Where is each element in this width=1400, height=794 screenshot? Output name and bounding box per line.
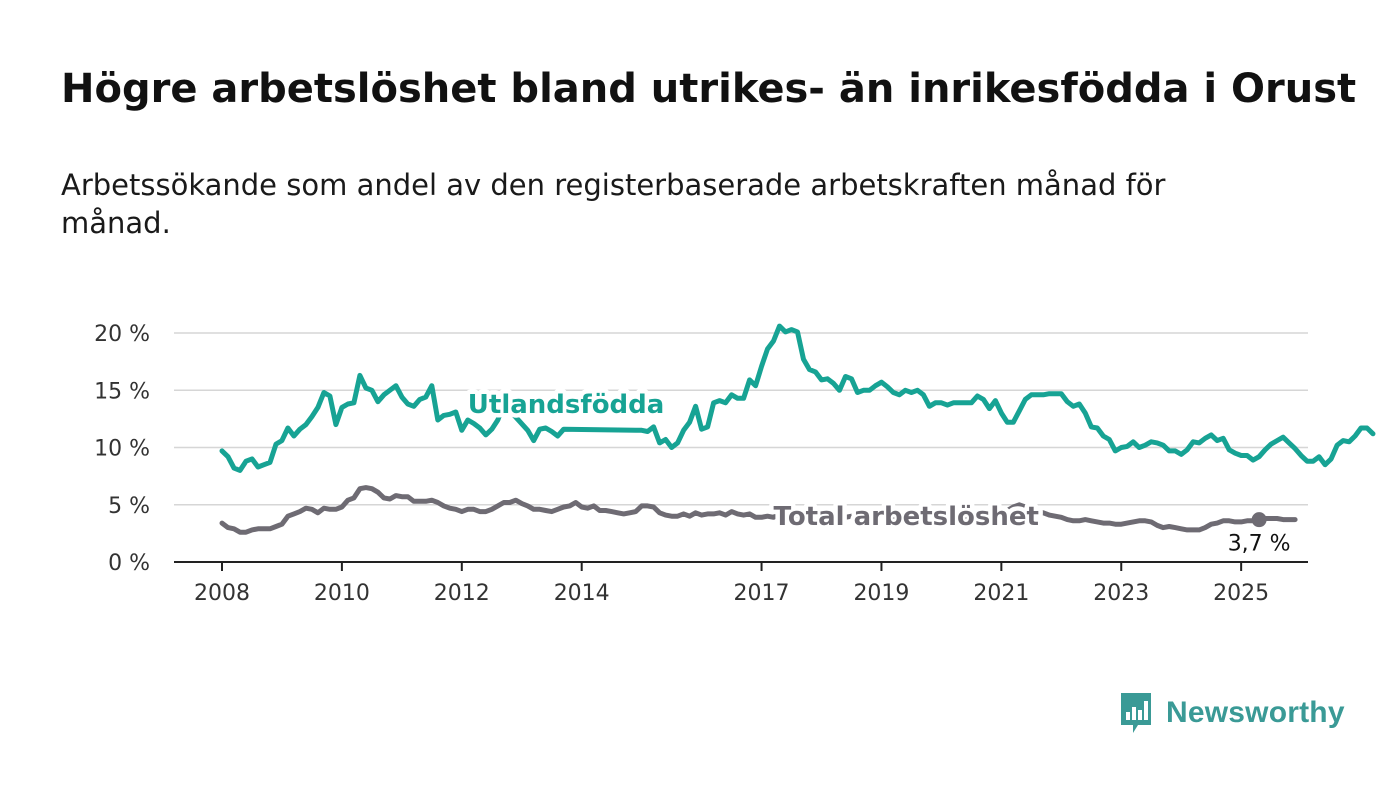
y-tick-label: 20 % <box>94 322 150 347</box>
x-tick-label: 2023 <box>1093 581 1149 606</box>
series-label: Total arbetslöshet <box>774 502 1039 532</box>
x-tick-label: 2021 <box>973 581 1029 606</box>
y-tick-label: 0 % <box>108 551 150 576</box>
brand: Newsworthy <box>1118 690 1345 736</box>
series-line-total-arbetsl-shet <box>219 485 1298 535</box>
series-label: Utlandsfödda <box>468 390 665 420</box>
x-tick-label: 2012 <box>434 581 490 606</box>
y-tick-label: 5 % <box>108 494 150 519</box>
chart-subtitle: Arbetssökande som andel av den registerb… <box>61 168 1166 240</box>
newsworthy-logo-icon <box>1121 693 1151 733</box>
x-tick-label: 2025 <box>1213 581 1269 606</box>
x-tick-label: 2019 <box>853 581 909 606</box>
series-line-utlandsf-dda <box>219 323 1376 473</box>
end-value-label: 3,7 % <box>1228 532 1291 557</box>
y-tick-label: 15 % <box>94 379 150 404</box>
brand-name: Newsworthy <box>1166 696 1345 729</box>
x-tick-label: 2014 <box>554 581 610 606</box>
y-tick-label: 10 % <box>94 437 150 462</box>
x-tick-label: 2010 <box>314 581 370 606</box>
x-tick-label: 2017 <box>734 581 790 606</box>
x-tick-label: 2008 <box>194 581 250 606</box>
end-point-marker <box>1251 512 1267 528</box>
chart-title: Högre arbetslöshet bland utrikes- än inr… <box>61 66 1357 112</box>
